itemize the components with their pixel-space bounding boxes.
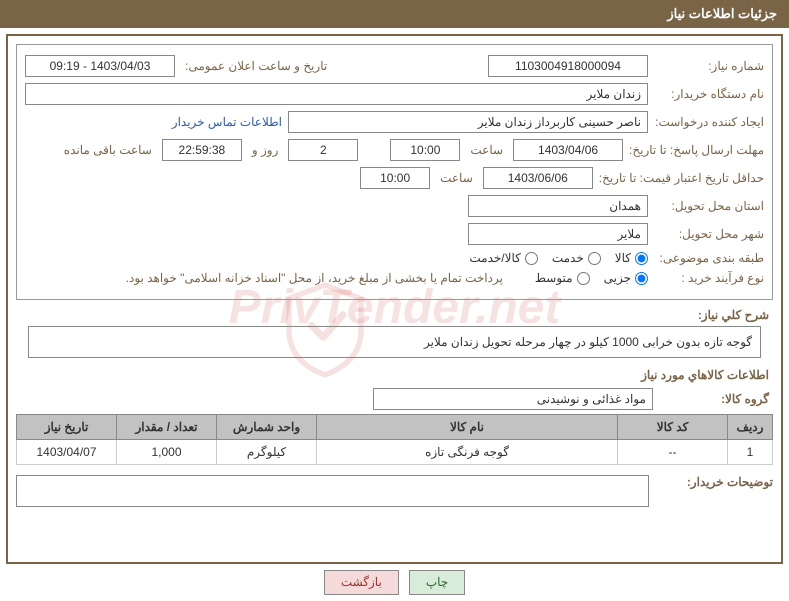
- cell-unit: کیلوگرم: [217, 440, 317, 465]
- days-label: روز و: [252, 143, 279, 157]
- province-label: استان محل تحویل:: [654, 199, 764, 213]
- group-label: گروه کالا:: [659, 392, 769, 406]
- th-row: ردیف: [728, 415, 773, 440]
- print-button[interactable]: چاپ: [409, 570, 465, 595]
- deadline-date-field: 1403/04/06: [513, 139, 623, 161]
- cell-name: گوجه فرنگی تازه: [317, 440, 618, 465]
- buyer-notes-label: توضیحات خریدار:: [663, 475, 773, 489]
- category-label: طبقه بندی موضوعی:: [654, 251, 764, 265]
- province-field: همدان: [468, 195, 648, 217]
- back-button[interactable]: بازگشت: [324, 570, 399, 595]
- buyer-contact-link[interactable]: اطلاعات تماس خریدار: [172, 115, 282, 129]
- th-date: تاریخ نیاز: [17, 415, 117, 440]
- summary-box: گوجه تازه بدون خرابی 1000 کیلو در چهار م…: [28, 326, 761, 358]
- cell-row-n: 1: [728, 440, 773, 465]
- footer-buttons: چاپ بازگشت: [0, 570, 789, 601]
- buyer-org-label: نام دستگاه خریدار:: [654, 87, 764, 101]
- need-no-field: 1103004918000094: [488, 55, 648, 77]
- validity-time-label: ساعت: [440, 171, 473, 185]
- validity-time-field: 10:00: [360, 167, 430, 189]
- radio-medium-input[interactable]: [577, 272, 590, 285]
- th-unit: واحد شمارش: [217, 415, 317, 440]
- cell-qty: 1,000: [117, 440, 217, 465]
- deadline-time-label: ساعت: [470, 143, 503, 157]
- radio-service[interactable]: خدمت: [552, 251, 601, 265]
- category-radio-group: کالا خدمت کالا/خدمت: [469, 251, 648, 265]
- validity-date-field: 1403/06/06: [483, 167, 593, 189]
- radio-partial-input[interactable]: [635, 272, 648, 285]
- cell-date: 1403/04/07: [17, 440, 117, 465]
- page-header: جزئیات اطلاعات نیاز: [0, 0, 789, 28]
- deadline-label: مهلت ارسال پاسخ: تا تاریخ:: [629, 143, 764, 157]
- group-field: مواد غذائی و نوشیدنی: [373, 388, 653, 410]
- th-qty: تعداد / مقدار: [117, 415, 217, 440]
- buyer-notes-box: [16, 475, 649, 507]
- radio-both[interactable]: کالا/خدمت: [469, 251, 537, 265]
- items-table: ردیف کد کالا نام کالا واحد شمارش تعداد /…: [16, 414, 773, 465]
- validity-label: حداقل تاریخ اعتبار قیمت: تا تاریخ:: [599, 171, 764, 185]
- requester-label: ایجاد کننده درخواست:: [654, 115, 764, 129]
- summary-label: شرح کلي نياز:: [659, 308, 769, 322]
- process-label: نوع فرآیند خرید :: [654, 271, 764, 285]
- details-fieldset: شماره نیاز: 1103004918000094 تاریخ و ساع…: [16, 44, 773, 300]
- page-title: جزئیات اطلاعات نیاز: [667, 6, 777, 21]
- radio-goods-input[interactable]: [635, 252, 648, 265]
- city-field: ملایر: [468, 223, 648, 245]
- remaining-label: ساعت باقی مانده: [64, 143, 152, 157]
- announce-label: تاریخ و ساعت اعلان عمومی:: [185, 59, 327, 73]
- process-radio-group: جزیی متوسط: [535, 271, 648, 285]
- need-no-label: شماره نیاز:: [654, 59, 764, 73]
- days-remaining-field: 2: [288, 139, 358, 161]
- payment-note: پرداخت تمام یا بخشی از مبلغ خرید، از محل…: [126, 271, 503, 285]
- buyer-org-field: زندان ملایر: [25, 83, 648, 105]
- announce-field: 1403/04/03 - 09:19: [25, 55, 175, 77]
- requester-field: ناصر حسینی کاربرداز زندان ملایر: [288, 111, 648, 133]
- th-code: کد کالا: [618, 415, 728, 440]
- items-section-title: اطلاعات کالاهاي مورد نياز: [20, 368, 769, 382]
- table-row: 1 -- گوجه فرنگی تازه کیلوگرم 1,000 1403/…: [17, 440, 773, 465]
- radio-partial[interactable]: جزیی: [604, 271, 648, 285]
- radio-goods[interactable]: کالا: [615, 251, 648, 265]
- main-panel: شماره نیاز: 1103004918000094 تاریخ و ساع…: [6, 34, 783, 564]
- radio-service-input[interactable]: [588, 252, 601, 265]
- radio-both-input[interactable]: [525, 252, 538, 265]
- th-name: نام کالا: [317, 415, 618, 440]
- time-remaining-field: 22:59:38: [162, 139, 242, 161]
- deadline-time-field: 10:00: [390, 139, 460, 161]
- cell-code: --: [618, 440, 728, 465]
- radio-medium[interactable]: متوسط: [535, 271, 590, 285]
- city-label: شهر محل تحویل:: [654, 227, 764, 241]
